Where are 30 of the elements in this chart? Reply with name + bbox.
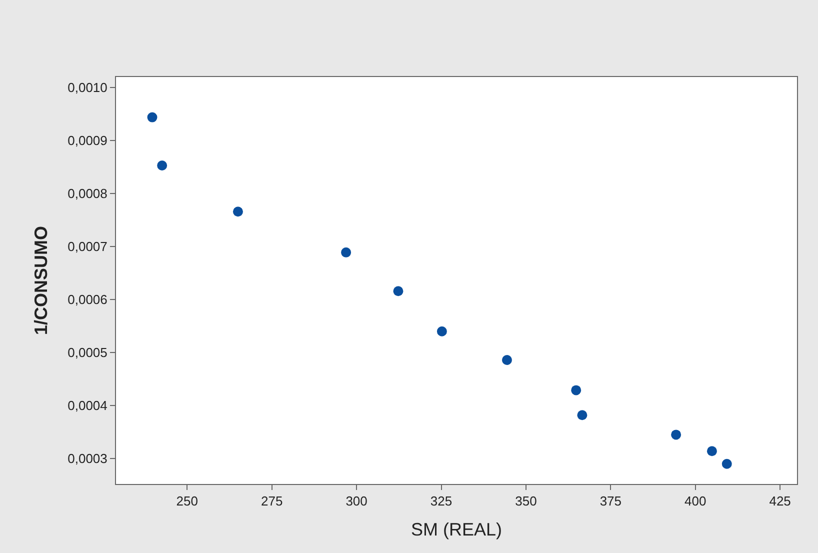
x-tick-label: 300 (346, 494, 368, 509)
point (157, 160, 168, 170)
y-axis-title: 1/CONSUMO (30, 226, 51, 336)
point (436, 326, 447, 336)
point (722, 458, 732, 469)
y-tick-label: 0,0005 (68, 345, 108, 360)
x-axis-title: SM (REAL) (410, 520, 502, 540)
point (502, 354, 512, 365)
point (341, 247, 352, 258)
x-tick-label: 325 (430, 494, 452, 509)
y-tick-label: 0,0008 (68, 186, 108, 202)
x-tick-label: 275 (261, 494, 283, 509)
x-tick-label: 425 (769, 494, 791, 509)
point (577, 410, 588, 420)
x-tick-label: 375 (600, 494, 622, 509)
y-tick-label: 0,0007 (68, 239, 108, 254)
point (671, 430, 682, 440)
point (232, 206, 243, 217)
point (706, 446, 717, 456)
point (393, 286, 404, 296)
y-tick-label: 0,0004 (68, 398, 108, 414)
y-tick-label: 0,0006 (68, 292, 108, 308)
y-tick-label: 0,0010 (68, 80, 108, 96)
x-tick-label: 400 (684, 494, 706, 509)
y-tick-label: 0,0003 (68, 451, 108, 466)
point (147, 112, 158, 122)
x-tick-label: 350 (515, 494, 537, 509)
x-tick-label: 250 (176, 494, 198, 509)
point (571, 385, 582, 396)
y-tick-label: 0,0009 (68, 133, 108, 148)
